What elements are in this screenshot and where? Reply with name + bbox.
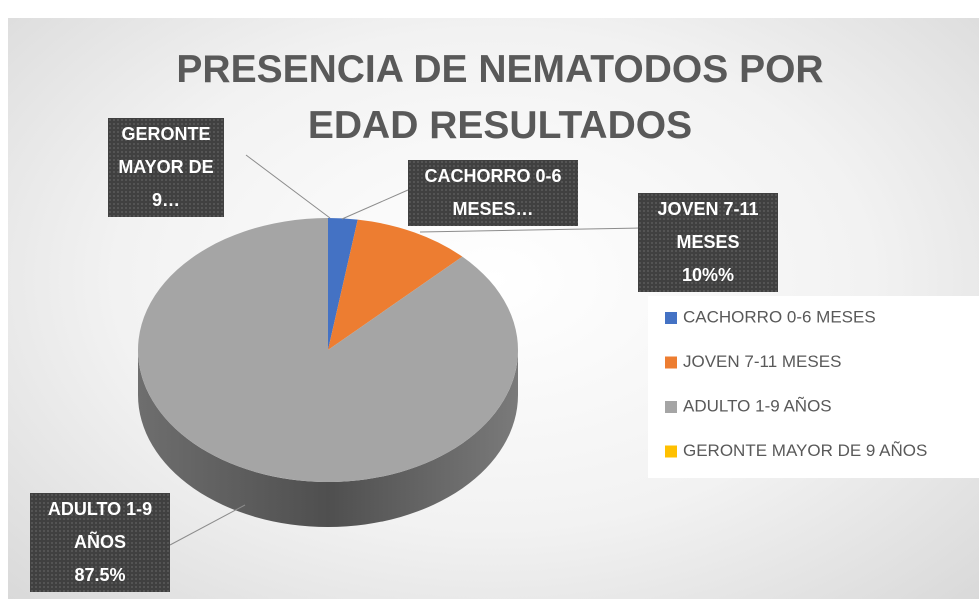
legend-swatch xyxy=(665,445,677,458)
data-label-text: JOVEN 7-11 MESES xyxy=(657,199,759,252)
legend-label: ADULTO 1-9 AÑOS xyxy=(683,396,832,415)
leader-line xyxy=(169,504,246,546)
data-label: CACHORRO 0-6 MESES… xyxy=(408,160,578,226)
data-label-text: ADULTO 1-9 AÑOS xyxy=(47,499,153,552)
legend-label: JOVEN 7-11 MESES xyxy=(683,352,841,371)
legend-swatch xyxy=(665,312,677,324)
data-label: ADULTO 1-9 AÑOS 87.5% xyxy=(30,493,170,592)
legend-swatch xyxy=(665,401,677,413)
leader-lines xyxy=(169,154,641,546)
data-label-value: 10%% xyxy=(681,265,735,285)
slice-side xyxy=(138,350,518,527)
leader-line xyxy=(341,189,409,220)
slice xyxy=(137,218,518,483)
slice xyxy=(328,218,358,350)
legend-box xyxy=(648,296,979,478)
data-label: JOVEN 7-11 MESES 10%% xyxy=(638,193,778,292)
leader-line xyxy=(245,154,331,219)
slice xyxy=(328,219,463,350)
leader-line xyxy=(419,227,641,233)
chart-title: PRESENCIA DE NEMATODOS POR EDAD RESULTAD… xyxy=(176,48,824,147)
data-label-text: GERONTE MAYOR DE 9… xyxy=(118,124,214,210)
data-label-value: 87.5% xyxy=(74,565,126,585)
legend-label: CACHORRO 0-6 MESES xyxy=(683,307,876,326)
legend-label: GERONTE MAYOR DE 9 AÑOS xyxy=(683,441,927,460)
data-label: GERONTE MAYOR DE 9… xyxy=(108,118,224,217)
data-label-text: CACHORRO 0-6 MESES… xyxy=(424,166,562,219)
legend-swatch xyxy=(665,356,677,369)
